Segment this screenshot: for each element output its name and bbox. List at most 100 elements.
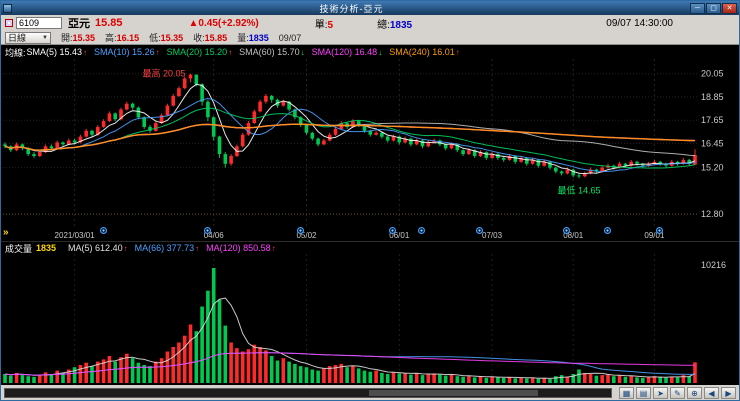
high-value: 16.15 bbox=[116, 33, 140, 43]
event-marker-icon[interactable] bbox=[476, 227, 484, 234]
low-field: 低:15.35 bbox=[149, 31, 183, 44]
volume-ma-legend-item: MA(120) 850.58 ↑ bbox=[206, 243, 276, 253]
zoom-tool-button[interactable]: ⊕ bbox=[687, 386, 702, 399]
sma-240-line bbox=[4, 123, 696, 151]
event-marker-icon[interactable] bbox=[203, 227, 211, 234]
cursor-tool-button[interactable]: ➤ bbox=[653, 386, 668, 399]
price-change: ▲0.45(+2.92%) bbox=[188, 17, 259, 29]
app-icon bbox=[3, 3, 12, 13]
price-chart-canvas[interactable]: 20.05 18.85 17.65 16.45 15.20 12.80 最高 20.05 最低… bbox=[1, 59, 739, 226]
x-axis: » 2021/03/01 04/06 05/02 06/01 07/03 08/01 09/… bbox=[1, 226, 739, 241]
high-label: 高: bbox=[105, 33, 117, 43]
ma-legend-item: SMA(60) 15.70 ↓ bbox=[239, 47, 305, 57]
open-value: 15.35 bbox=[72, 33, 96, 43]
ohlc-toolbar: 日線 ▼ 開:15.35 高:16.15 低:15.35 收:15.85 量:1… bbox=[1, 31, 739, 45]
price-axis-label: 20.05 bbox=[701, 69, 724, 79]
volume-legend-row: 成交量 1835 MA(5) 612.40 ↑ MA(66) 377.73 ↑ MA(1… bbox=[1, 241, 739, 254]
x-axis-tick-label: 07/03 bbox=[482, 231, 503, 240]
stock-name: 亞元 bbox=[68, 18, 90, 30]
event-marker-icon[interactable] bbox=[296, 227, 304, 234]
total-volume: 總:1835 bbox=[377, 16, 412, 31]
price-axis-label: 18.85 bbox=[701, 92, 724, 102]
low-label: 低: bbox=[149, 33, 161, 43]
quote-header: 亞元 15.85 ▲0.45(+2.92%) 單:5 總:1835 09/07 … bbox=[1, 15, 739, 31]
symbol-icon bbox=[5, 19, 13, 27]
volume-current-value: 1835 bbox=[36, 243, 57, 253]
scroll-left-button[interactable]: ◀ bbox=[704, 386, 719, 399]
volume-axis-label: 10216 bbox=[701, 260, 726, 270]
volume-ma-legend-item: MA(5) 612.40 ↑ bbox=[68, 243, 128, 253]
price-axis-label: 17.65 bbox=[701, 115, 724, 125]
volume-bars bbox=[3, 268, 697, 383]
sma-5-line bbox=[4, 83, 696, 175]
grid-view-button[interactable]: ▦ bbox=[619, 386, 634, 399]
x-axis-tick-label: 2021/03/01 bbox=[54, 231, 95, 240]
close-field: 收:15.85 bbox=[193, 31, 227, 44]
chart-type-button[interactable]: ▤ bbox=[636, 386, 651, 399]
low-annotation: 最低 14.65 bbox=[557, 184, 600, 195]
price-axis-label: 12.80 bbox=[701, 209, 724, 219]
x-axis-tick-label: 04/06 bbox=[203, 231, 224, 240]
chevron-down-icon: ▼ bbox=[42, 34, 48, 41]
axis-expand-icon[interactable]: » bbox=[3, 227, 8, 238]
x-axis-tick-label: 08/01 bbox=[563, 231, 584, 240]
ma-legend-row: 均線: SMA(5) 15.43 ↑ SMA(10) 15.26 ↑ SMA(20) 15… bbox=[1, 45, 739, 59]
period-value: 日線 bbox=[8, 33, 27, 43]
close-button[interactable]: ✕ bbox=[722, 2, 737, 14]
volume-ma-120-line bbox=[4, 352, 695, 376]
event-marker-icon[interactable] bbox=[604, 227, 612, 234]
volume-ma-5-line bbox=[4, 297, 696, 379]
volume-field: 量:1835 bbox=[237, 31, 269, 44]
event-marker-icon[interactable] bbox=[389, 227, 397, 234]
scrollbar-thumb[interactable] bbox=[368, 389, 539, 396]
price-axis-label: 16.45 bbox=[701, 138, 724, 148]
draw-tool-button[interactable]: ✎ bbox=[670, 386, 685, 399]
horizontal-scrollbar[interactable] bbox=[4, 387, 612, 398]
ma-legend-item: SMA(10) 15.26 ↑ bbox=[94, 47, 160, 57]
event-marker-icon[interactable] bbox=[418, 227, 426, 234]
window-title: 技術分析-亞元 bbox=[319, 3, 384, 14]
open-label: 開: bbox=[61, 33, 73, 43]
ma-legend-item: SMA(5) 15.43 ↑ bbox=[26, 47, 88, 57]
scroll-right-button[interactable]: ▶ bbox=[721, 386, 736, 399]
chart-tools: ▦ ▤ ➤ ✎ ⊕ ◀ ▶ bbox=[619, 386, 736, 399]
x-axis-tick-label: 09/01 bbox=[644, 231, 665, 240]
event-marker-icon[interactable] bbox=[563, 227, 571, 234]
stock-code-input[interactable] bbox=[16, 17, 62, 29]
open-field: 開:15.35 bbox=[61, 31, 95, 44]
volume-ma-legend-item: MA(66) 377.73 ↑ bbox=[134, 243, 200, 253]
volume-label: 量: bbox=[237, 33, 249, 43]
volume-value: 1835 bbox=[248, 33, 269, 43]
price-axis-label: 15.20 bbox=[701, 163, 724, 173]
unit-value: 5 bbox=[327, 19, 334, 31]
price-chart-panel: 均線: SMA(5) 15.43 ↑ SMA(10) 15.26 ↑ SMA(20) 15… bbox=[1, 45, 739, 241]
sma-60-line bbox=[4, 122, 696, 157]
event-marker-icon[interactable] bbox=[99, 227, 107, 234]
sma-10-line bbox=[4, 97, 696, 173]
bar-date: 09/07 bbox=[278, 32, 302, 43]
ma-legend-item: SMA(120) 16.48 ↓ bbox=[311, 47, 383, 57]
close-value: 15.85 bbox=[204, 33, 228, 43]
event-marker-icon[interactable] bbox=[656, 227, 664, 234]
title-bar: 技術分析-亞元 ─ ▢ ✕ bbox=[1, 1, 739, 15]
tick-volume: 單:5 bbox=[315, 16, 333, 31]
volume-title: 成交量 bbox=[5, 243, 33, 254]
x-axis-tick-label: 05/02 bbox=[296, 231, 317, 240]
x-axis-tick-label: 06/01 bbox=[389, 231, 410, 240]
low-value: 15.35 bbox=[160, 33, 184, 43]
minimize-button[interactable]: ─ bbox=[690, 2, 705, 14]
high-annotation: 最高 20.05 bbox=[142, 68, 185, 79]
ma-legend-item: SMA(240) 16.01 ↑ bbox=[389, 47, 460, 57]
volume-chart-canvas[interactable]: 10216 bbox=[1, 254, 739, 385]
unit-label: 單: bbox=[314, 19, 328, 31]
ma-legend-prefix: 均線: bbox=[5, 47, 26, 58]
bottom-bar: ▦ ▤ ➤ ✎ ⊕ ◀ ▶ bbox=[1, 385, 739, 400]
high-field: 高:16.15 bbox=[105, 31, 139, 44]
last-price: 15.85 bbox=[95, 17, 123, 29]
total-value: 1835 bbox=[389, 19, 413, 31]
ma-legend-item: SMA(20) 15.20 ↑ bbox=[166, 47, 233, 57]
sma-120-line bbox=[4, 123, 696, 151]
maximize-button[interactable]: ▢ bbox=[706, 2, 721, 14]
period-select[interactable]: 日線 ▼ bbox=[5, 31, 51, 44]
